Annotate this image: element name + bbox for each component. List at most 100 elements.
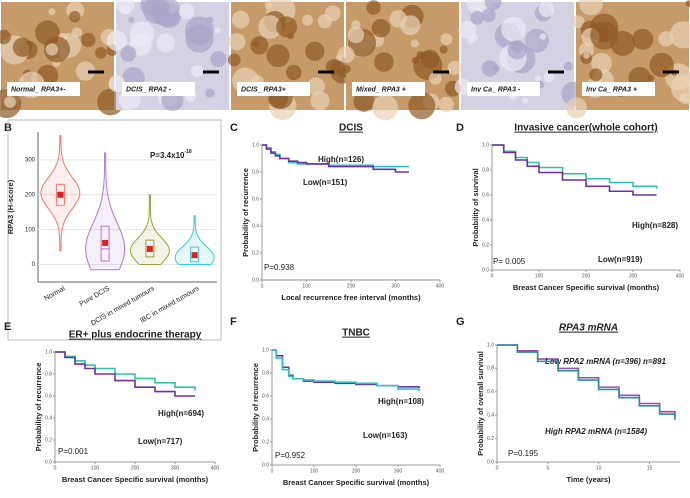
texture — [120, 4, 131, 15]
texture — [45, 43, 59, 56]
y-tick-label: 1.0 — [487, 342, 494, 348]
violin — [85, 152, 126, 271]
series-label: High(n=108) — [378, 397, 424, 406]
texture — [428, 72, 442, 85]
x-tick-label: 400 — [211, 465, 220, 471]
y-tick-label: 0.6 — [262, 393, 269, 399]
series-label: Low(n=717) — [138, 437, 183, 446]
x-tick-label: 0 — [271, 468, 274, 474]
texture — [190, 64, 204, 78]
survival-curve — [272, 349, 420, 392]
texture — [347, 26, 365, 44]
texture — [366, 0, 381, 15]
y-tick-label: 0.6 — [45, 393, 52, 399]
texture — [410, 39, 419, 48]
texture — [351, 20, 361, 30]
texture — [128, 16, 135, 23]
texture — [447, 60, 462, 75]
x-tick-label: 100 — [535, 273, 544, 279]
chart-title: Invasive cancer(whole cohort) — [514, 123, 657, 134]
texture — [400, 15, 421, 36]
image-label: Inv Ca_ RPA3 + — [586, 86, 637, 93]
texture — [231, 10, 250, 29]
survival-curve — [55, 351, 195, 397]
label-box — [7, 82, 80, 96]
image-label: Normal_ RPA3+- — [11, 86, 66, 93]
box — [190, 246, 200, 263]
texture — [302, 14, 313, 26]
histology-image: Inv Ca_ RPA3 - — [454, 0, 586, 110]
texture — [440, 33, 453, 46]
texture — [420, 49, 440, 69]
texture — [210, 50, 227, 68]
histology-image: DCIS_ RPA3+ — [227, 0, 356, 121]
series-label: High RPA2 mRNA (n=1584) — [545, 427, 647, 436]
y-tick-label: 0.4 — [262, 416, 269, 422]
texture — [120, 45, 137, 62]
y-axis-label: Probability of recurrence — [34, 363, 43, 452]
texture — [583, 52, 590, 59]
label-box — [467, 82, 540, 96]
y-tick-label: 0 — [32, 262, 36, 268]
y-tick-label: 1.0 — [482, 142, 489, 148]
x-tick-label: 100 — [310, 468, 319, 474]
texture — [205, 88, 215, 98]
texture — [95, 47, 107, 59]
y-tick-label: 0.4 — [487, 413, 494, 419]
texture — [591, 52, 612, 74]
y-tick-label: 0.2 — [252, 250, 259, 256]
x-tick-label: 0 — [496, 465, 499, 471]
x-tick-label: 300 — [171, 465, 180, 471]
box — [100, 225, 110, 262]
p-value: P=0.952 — [275, 451, 306, 460]
texture — [507, 40, 527, 60]
y-tick-label: 0.8 — [487, 366, 494, 372]
texture — [227, 53, 241, 67]
y-tick-label: 100 — [25, 227, 36, 233]
x-tick-label: 300 — [391, 283, 400, 289]
x-axis-label: Breast Cancer Specific survival (months) — [513, 283, 660, 292]
box — [55, 183, 65, 206]
texture — [658, 31, 674, 47]
texture — [178, 3, 195, 20]
x-axis-label: Breast Cancer Specific survival (months) — [283, 478, 430, 487]
texture — [106, 30, 127, 51]
y-tick-label: 0.0 — [45, 459, 52, 465]
x-tick-label: 200 — [352, 468, 361, 474]
x-tick-label: Normal — [43, 285, 66, 303]
x-tick-label: 10 — [596, 465, 602, 471]
x-tick-label: 400 — [676, 273, 685, 279]
texture — [305, 41, 325, 61]
y-axis-label: RPA3 (H-score) — [6, 179, 15, 234]
y-tick-label: 300 — [25, 157, 36, 163]
texture — [372, 94, 398, 121]
texture — [632, 28, 654, 50]
label-box — [582, 82, 655, 96]
y-tick-label: 0.2 — [487, 436, 494, 442]
y-tick-label: 0.8 — [45, 371, 52, 377]
texture — [310, 91, 330, 111]
x-tick-label: 0 — [491, 273, 494, 279]
x-tick-label: 200 — [347, 283, 356, 289]
x-tick-label: 0 — [261, 283, 264, 289]
x-tick-label: 200 — [582, 273, 591, 279]
x-tick-label: 300 — [629, 273, 638, 279]
histology-image: Mixed_ RPA3 + — [337, 0, 462, 121]
x-tick-label: 200 — [131, 465, 140, 471]
texture — [353, 90, 375, 112]
texture — [108, 75, 126, 93]
p-value: P=0.195 — [508, 449, 539, 458]
image-label: DCIS_ RPA3+ — [241, 86, 286, 93]
survival-curve — [492, 144, 657, 196]
chart-title: DCIS — [339, 123, 363, 134]
panel-letter: F — [230, 316, 237, 328]
texture — [438, 96, 454, 112]
texture — [258, 15, 282, 39]
y-tick-label: 0.0 — [252, 277, 259, 283]
mean-marker — [191, 252, 198, 259]
series-label: High(n=126) — [318, 155, 364, 164]
texture — [156, 33, 176, 53]
y-axis-label: Probability of survival — [471, 168, 480, 246]
survival-curve — [497, 344, 676, 420]
texture — [525, 28, 549, 53]
